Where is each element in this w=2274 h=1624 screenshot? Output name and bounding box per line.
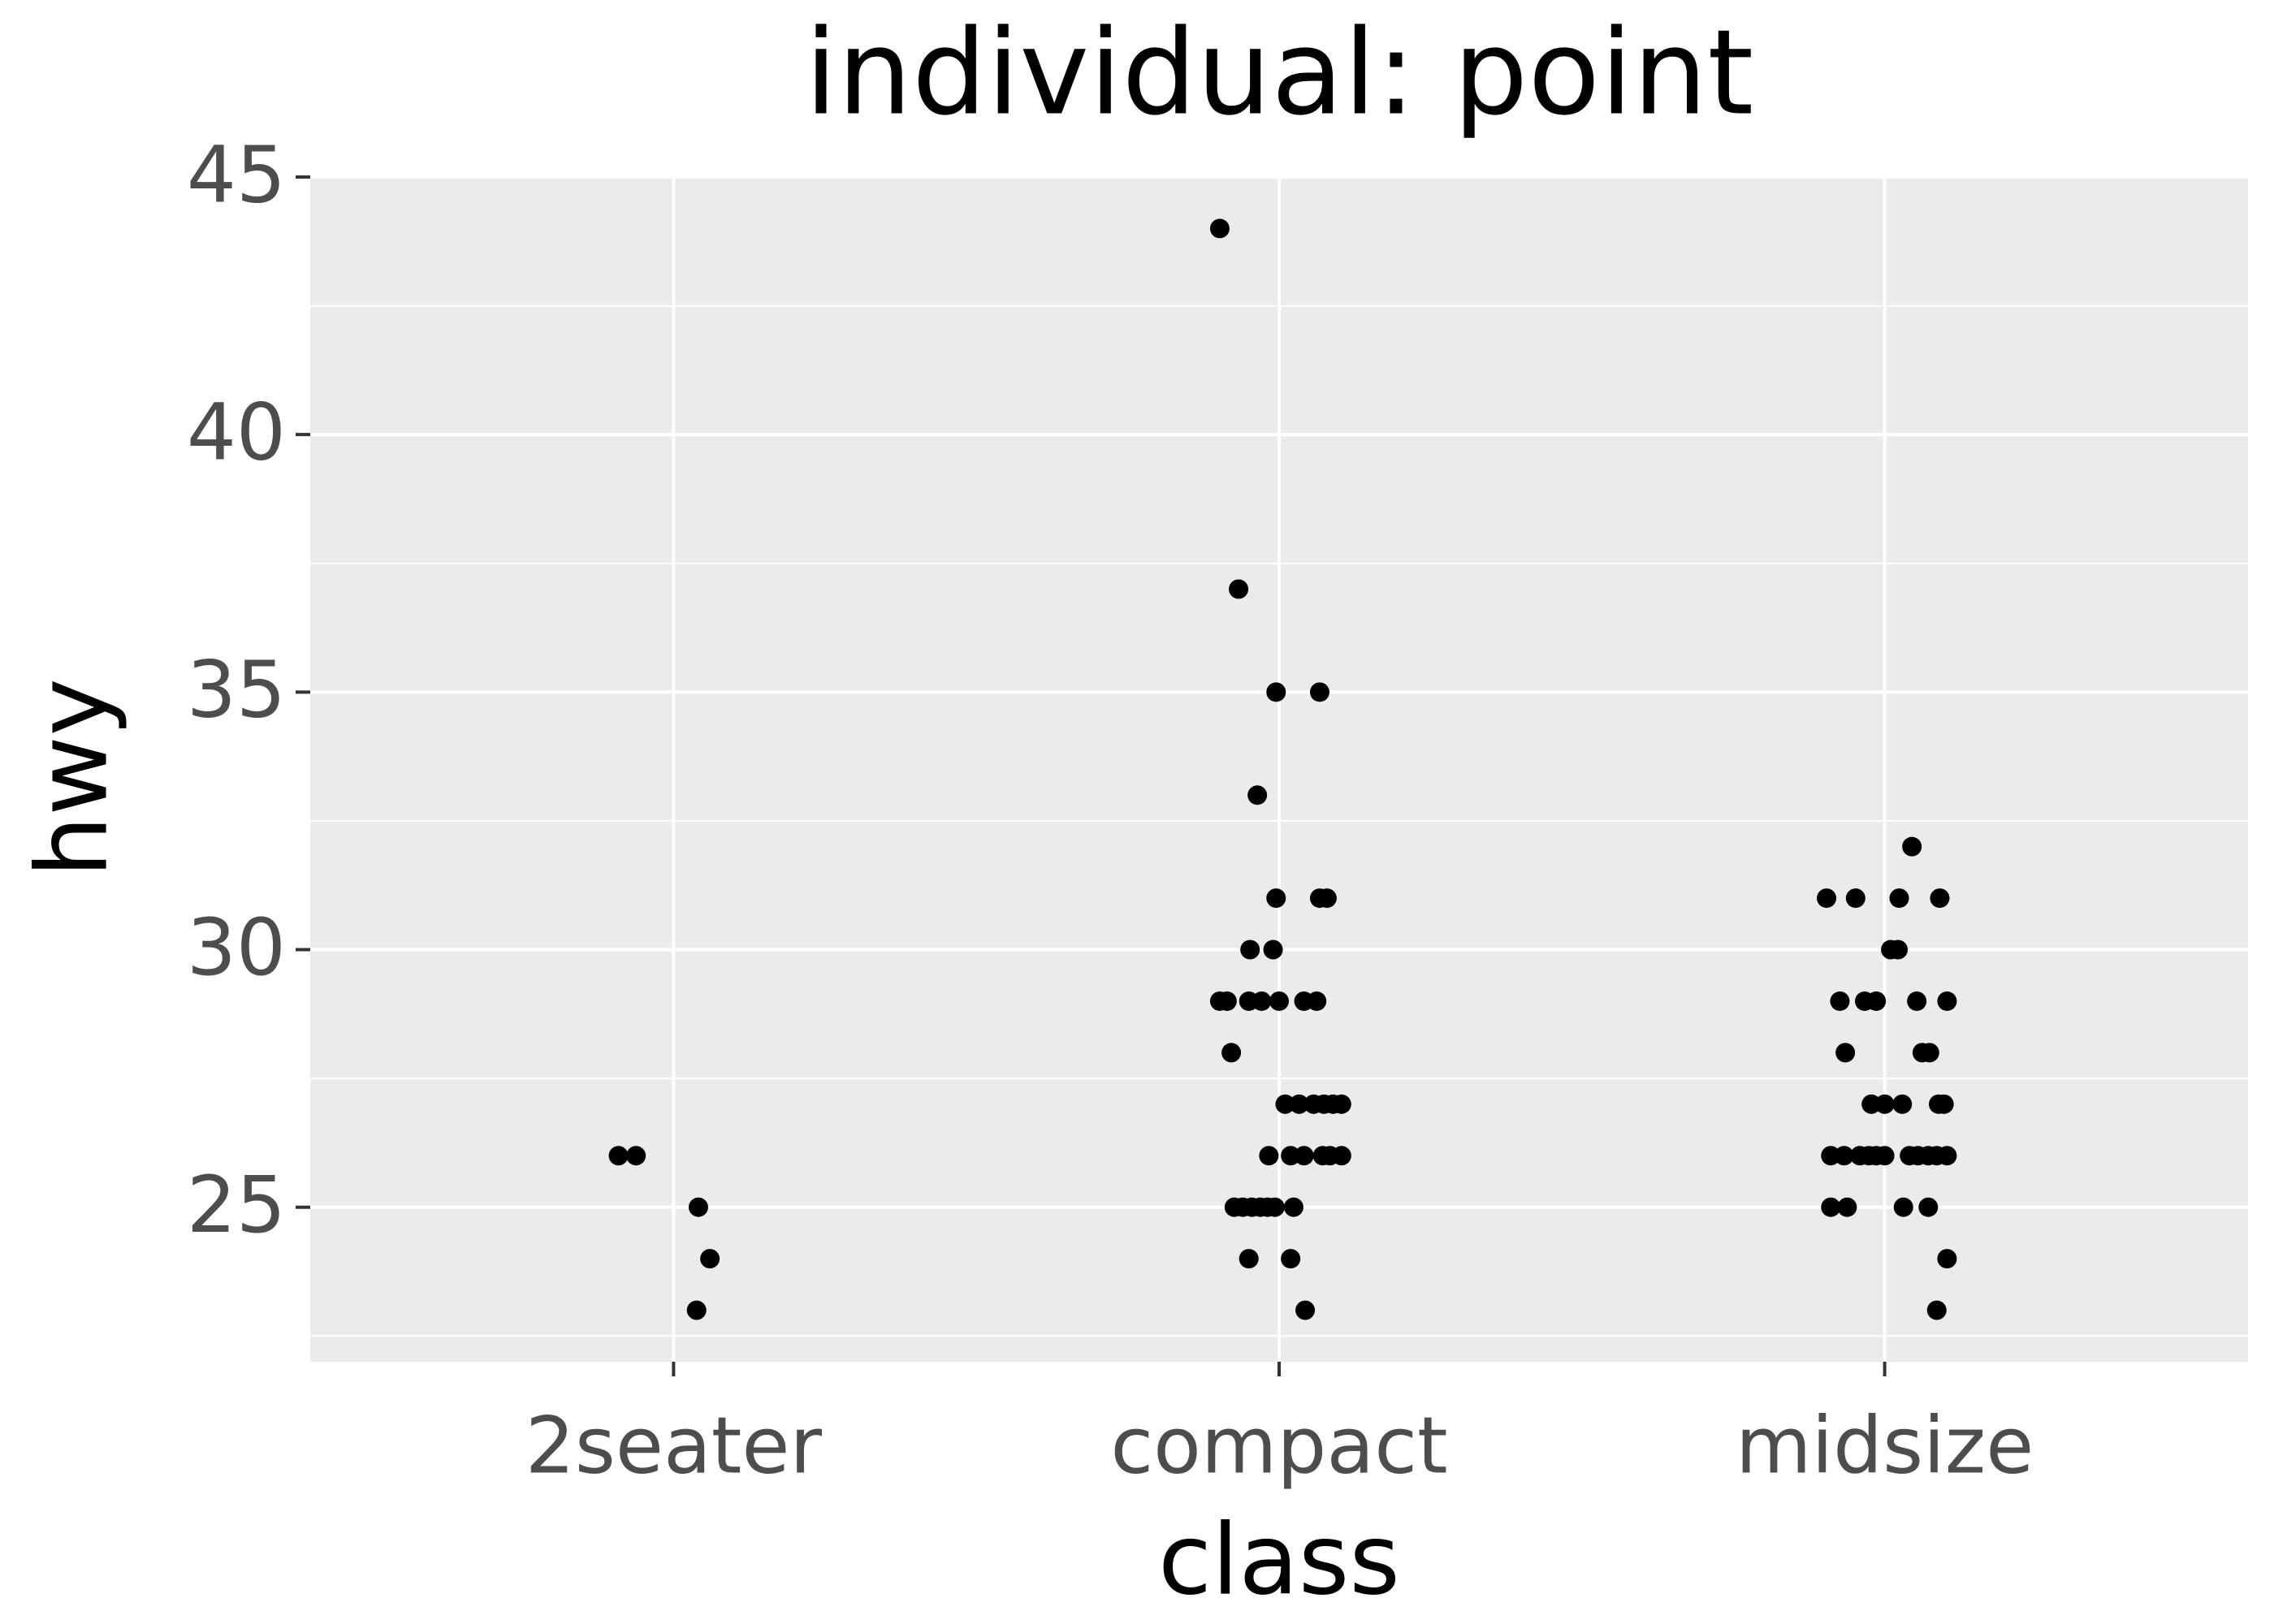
point xyxy=(1934,1094,1954,1114)
point xyxy=(1309,682,1329,702)
point xyxy=(1866,991,1887,1011)
point xyxy=(1874,1146,1895,1166)
point xyxy=(1937,1249,1957,1269)
point xyxy=(1265,1197,1285,1217)
y-tick-label: 45 xyxy=(187,129,286,220)
point xyxy=(1834,1146,1854,1166)
point xyxy=(1817,888,1837,909)
point xyxy=(1269,991,1289,1011)
point xyxy=(1937,991,1957,1011)
point xyxy=(1209,218,1230,239)
point xyxy=(626,1146,646,1166)
point xyxy=(608,1146,629,1166)
point xyxy=(1259,1146,1279,1166)
point xyxy=(1889,888,1909,909)
point xyxy=(1888,939,1909,960)
point xyxy=(1821,1146,1841,1166)
point xyxy=(1263,939,1283,960)
point xyxy=(1281,1249,1301,1269)
point xyxy=(1316,888,1337,909)
y-axis-title: hwy xyxy=(17,678,130,877)
point xyxy=(1902,836,1922,857)
point xyxy=(1830,991,1850,1011)
point xyxy=(1266,682,1286,702)
point xyxy=(1229,579,1249,599)
x-tick-label: 2seater xyxy=(525,1400,823,1491)
point xyxy=(1893,1197,1913,1217)
point xyxy=(1821,1197,1841,1217)
point xyxy=(1247,785,1268,806)
point xyxy=(1239,1249,1259,1269)
chart-title: individual: point xyxy=(805,5,1753,142)
point xyxy=(1217,991,1237,1011)
point xyxy=(1266,888,1286,909)
y-tick-label: 25 xyxy=(187,1160,286,1250)
point xyxy=(1283,1197,1303,1217)
point xyxy=(1926,1300,1947,1320)
point xyxy=(1919,1043,1939,1063)
point xyxy=(1307,991,1327,1011)
point xyxy=(688,1197,708,1217)
point xyxy=(1907,991,1927,1011)
x-axis-title: class xyxy=(1158,1505,1400,1618)
point xyxy=(1240,939,1260,960)
x-tick-label: compact xyxy=(1110,1400,1447,1491)
point xyxy=(1930,888,1950,909)
point xyxy=(1937,1146,1957,1166)
point xyxy=(1874,1094,1895,1114)
y-tick-label: 30 xyxy=(187,902,286,993)
point xyxy=(1861,1094,1882,1114)
x-tick-label: midsize xyxy=(1736,1400,2034,1491)
point xyxy=(1295,1300,1316,1320)
point xyxy=(686,1300,707,1320)
y-tick-label: 35 xyxy=(187,645,286,736)
point xyxy=(700,1249,720,1269)
point xyxy=(1918,1197,1939,1217)
point xyxy=(1289,1094,1309,1114)
point xyxy=(1845,888,1865,909)
point xyxy=(1892,1094,1913,1114)
point xyxy=(1331,1094,1351,1114)
y-tick-label: 40 xyxy=(187,387,286,478)
point xyxy=(1281,1146,1301,1166)
point xyxy=(1275,1094,1295,1114)
point xyxy=(1835,1043,1856,1063)
point xyxy=(1252,991,1272,1011)
point xyxy=(1221,1043,1242,1063)
point xyxy=(1294,1146,1314,1166)
point xyxy=(1837,1197,1857,1217)
point xyxy=(1331,1146,1351,1166)
